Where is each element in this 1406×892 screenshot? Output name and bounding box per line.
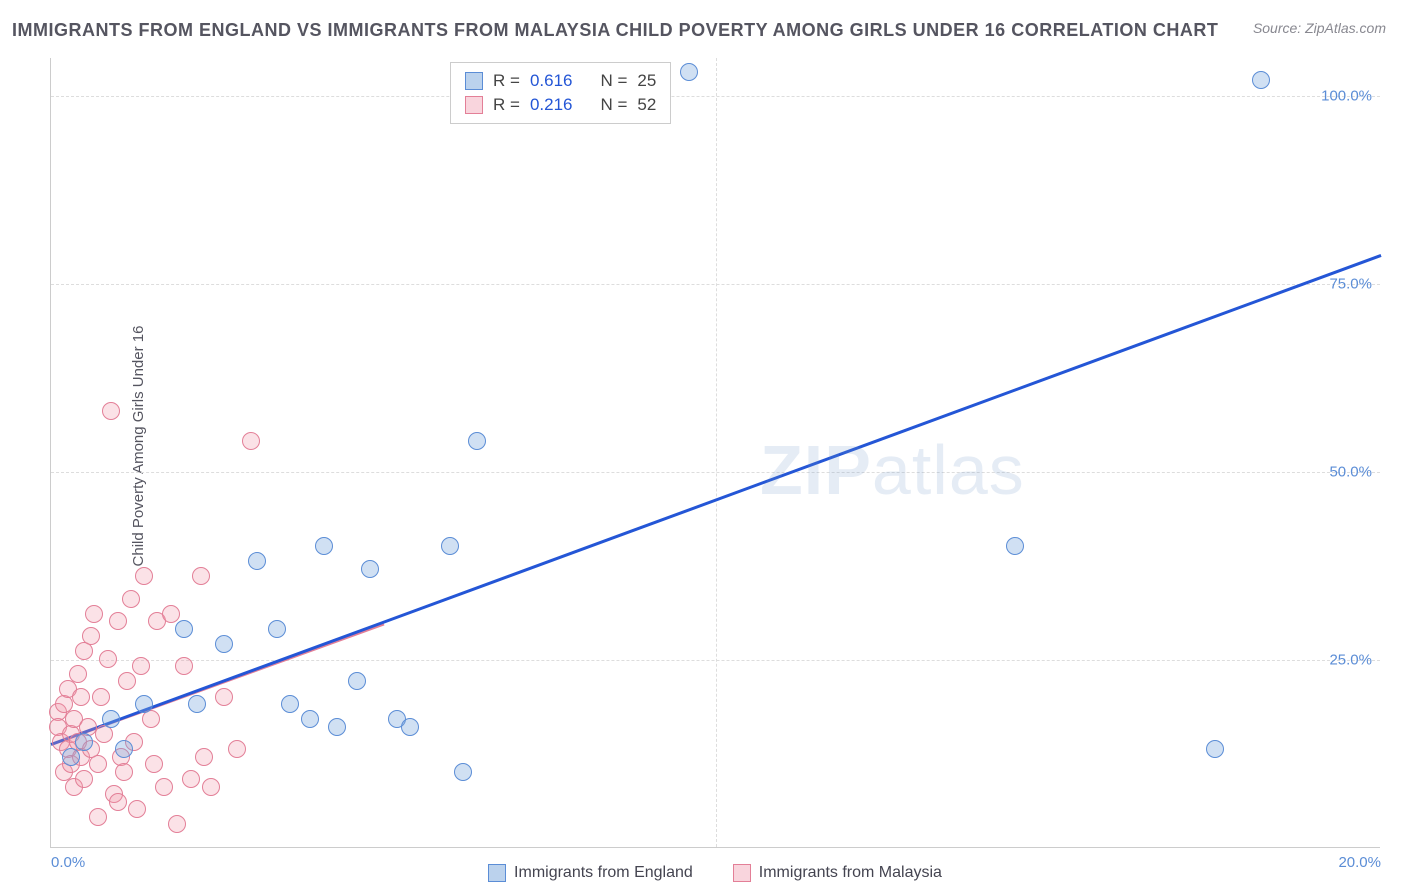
data-point [188, 695, 206, 713]
data-point [85, 605, 103, 623]
data-point [109, 612, 127, 630]
plot-area: 25.0%50.0%75.0%100.0%0.0%20.0% [50, 58, 1380, 848]
r-value: 0.616 [530, 71, 573, 91]
legend-stats: R = 0.616 N = 25 R = 0.216 N = 52 [450, 62, 671, 124]
data-point [128, 800, 146, 818]
data-point [175, 657, 193, 675]
data-point [441, 537, 459, 555]
data-point [468, 432, 486, 450]
r-label: R = [493, 95, 520, 115]
r-label: R = [493, 71, 520, 91]
data-point [281, 695, 299, 713]
data-point [115, 763, 133, 781]
data-point [155, 778, 173, 796]
data-point [454, 763, 472, 781]
data-point [109, 793, 127, 811]
data-point [102, 402, 120, 420]
data-point [99, 650, 117, 668]
data-point [242, 432, 260, 450]
data-point [328, 718, 346, 736]
data-point [348, 672, 366, 690]
data-point [192, 567, 210, 585]
legend-swatch [488, 864, 506, 882]
data-point [75, 770, 93, 788]
data-point [1252, 71, 1270, 89]
grid-line [716, 58, 717, 847]
data-point [175, 620, 193, 638]
data-point [1006, 537, 1024, 555]
legend-swatch [465, 96, 483, 114]
data-point [215, 635, 233, 653]
data-point [69, 665, 87, 683]
legend-item: Immigrants from Malaysia [733, 864, 942, 882]
data-point [145, 755, 163, 773]
data-point [75, 733, 93, 751]
data-point [182, 770, 200, 788]
data-point [62, 748, 80, 766]
data-point [195, 748, 213, 766]
source-label: Source: ZipAtlas.com [1253, 20, 1386, 36]
legend-label: Immigrants from England [514, 864, 693, 882]
data-point [1206, 740, 1224, 758]
data-point [92, 688, 110, 706]
data-point [215, 688, 233, 706]
legend-item: Immigrants from England [488, 864, 693, 882]
data-point [248, 552, 266, 570]
data-point [680, 63, 698, 81]
n-value: 25 [637, 71, 656, 91]
data-point [168, 815, 186, 833]
data-point [135, 695, 153, 713]
data-point [361, 560, 379, 578]
data-point [135, 567, 153, 585]
chart-title: IMMIGRANTS FROM ENGLAND VS IMMIGRANTS FR… [12, 20, 1218, 41]
data-point [228, 740, 246, 758]
legend-label: Immigrants from Malaysia [759, 864, 942, 882]
y-tick-label: 100.0% [1321, 87, 1372, 104]
n-label: N = [600, 71, 627, 91]
legend-stat-row: R = 0.216 N = 52 [465, 93, 656, 117]
data-point [132, 657, 150, 675]
data-point [202, 778, 220, 796]
n-value: 52 [637, 95, 656, 115]
legend-swatch [465, 72, 483, 90]
data-point [82, 627, 100, 645]
data-point [118, 672, 136, 690]
y-tick-label: 25.0% [1329, 651, 1372, 668]
data-point [315, 537, 333, 555]
data-point [72, 688, 90, 706]
data-point [102, 710, 120, 728]
y-tick-label: 75.0% [1329, 275, 1372, 292]
legend-stat-row: R = 0.616 N = 25 [465, 69, 656, 93]
legend-series: Immigrants from England Immigrants from M… [50, 864, 1380, 882]
data-point [89, 808, 107, 826]
r-value: 0.216 [530, 95, 573, 115]
data-point [162, 605, 180, 623]
data-point [301, 710, 319, 728]
data-point [268, 620, 286, 638]
n-label: N = [600, 95, 627, 115]
data-point [122, 590, 140, 608]
y-tick-label: 50.0% [1329, 463, 1372, 480]
data-point [115, 740, 133, 758]
legend-swatch [733, 864, 751, 882]
data-point [89, 755, 107, 773]
data-point [401, 718, 419, 736]
